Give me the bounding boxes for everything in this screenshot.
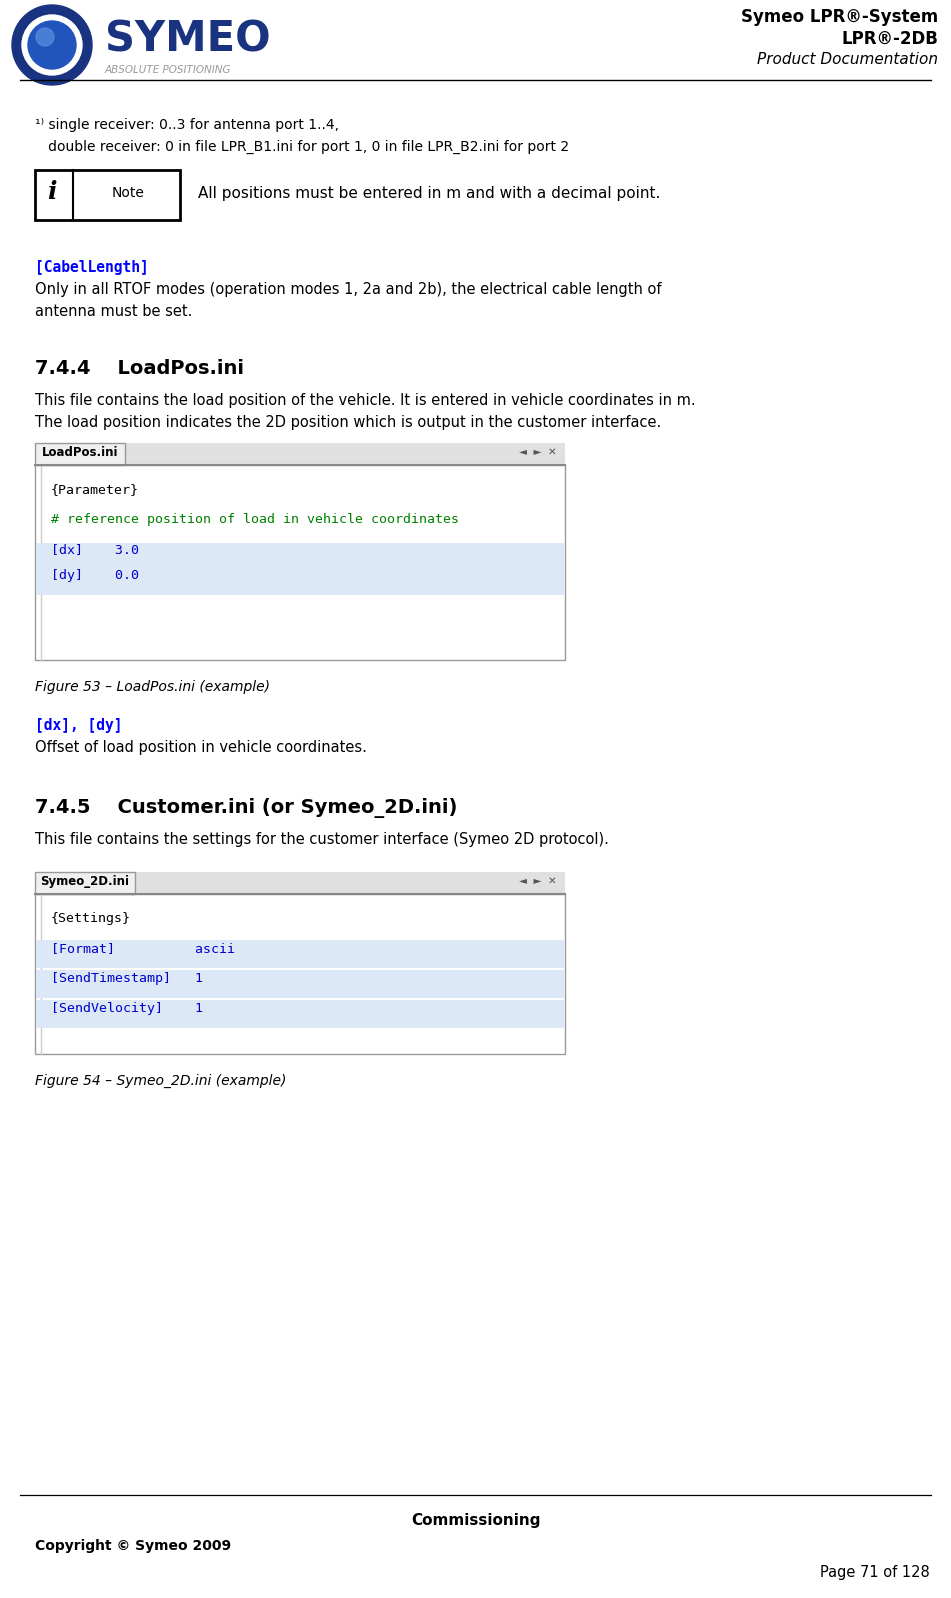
Text: All positions must be entered in m and with a decimal point.: All positions must be entered in m and w… bbox=[198, 185, 660, 201]
Text: Note: Note bbox=[111, 185, 145, 200]
Text: {Settings}: {Settings} bbox=[51, 912, 131, 925]
FancyBboxPatch shape bbox=[35, 873, 565, 893]
Text: ABSOLUTE POSITIONING: ABSOLUTE POSITIONING bbox=[105, 66, 231, 75]
FancyBboxPatch shape bbox=[35, 893, 565, 1055]
Circle shape bbox=[22, 14, 82, 75]
Text: This file contains the settings for the customer interface (Symeo 2D protocol).: This file contains the settings for the … bbox=[35, 833, 609, 847]
FancyBboxPatch shape bbox=[35, 443, 565, 465]
Text: SYMEO: SYMEO bbox=[105, 18, 271, 61]
FancyBboxPatch shape bbox=[35, 873, 135, 893]
Text: antenna must be set.: antenna must be set. bbox=[35, 304, 192, 320]
Text: [Format]          ascii: [Format] ascii bbox=[51, 941, 235, 956]
Text: [dy]    0.0: [dy] 0.0 bbox=[51, 569, 139, 582]
FancyBboxPatch shape bbox=[36, 543, 564, 594]
Text: Commissioning: Commissioning bbox=[411, 1513, 540, 1528]
Text: ◄  ►  ✕: ◄ ► ✕ bbox=[519, 447, 557, 457]
Text: Figure 54 – Symeo_2D.ini (example): Figure 54 – Symeo_2D.ini (example) bbox=[35, 1074, 286, 1088]
Text: Symeo_2D.ini: Symeo_2D.ini bbox=[41, 876, 129, 888]
Text: ¹⁾ single receiver: 0..3 for antenna port 1..4,: ¹⁾ single receiver: 0..3 for antenna por… bbox=[35, 118, 339, 133]
Text: Only in all RTOF modes (operation modes 1, 2a and 2b), the electrical cable leng: Only in all RTOF modes (operation modes … bbox=[35, 281, 662, 297]
Text: ◄  ►  ✕: ◄ ► ✕ bbox=[519, 876, 557, 885]
FancyBboxPatch shape bbox=[35, 443, 125, 465]
Text: [SendTimestamp]   1: [SendTimestamp] 1 bbox=[51, 972, 203, 984]
Text: [dx]    3.0: [dx] 3.0 bbox=[51, 543, 139, 556]
Text: Page 71 of 128: Page 71 of 128 bbox=[821, 1564, 930, 1580]
Text: [CabelLength]: [CabelLength] bbox=[35, 260, 148, 275]
Text: Symeo LPR®-System: Symeo LPR®-System bbox=[741, 8, 938, 26]
FancyBboxPatch shape bbox=[35, 465, 565, 660]
Text: LPR®-2DB: LPR®-2DB bbox=[841, 30, 938, 48]
Text: i: i bbox=[48, 181, 57, 205]
FancyBboxPatch shape bbox=[36, 940, 564, 968]
Text: This file contains the load position of the vehicle. It is entered in vehicle co: This file contains the load position of … bbox=[35, 393, 695, 407]
Text: Offset of load position in vehicle coordinates.: Offset of load position in vehicle coord… bbox=[35, 740, 367, 754]
Text: 7.4.4    LoadPos.ini: 7.4.4 LoadPos.ini bbox=[35, 360, 244, 379]
Text: Figure 53 – LoadPos.ini (example): Figure 53 – LoadPos.ini (example) bbox=[35, 681, 270, 694]
FancyBboxPatch shape bbox=[36, 1000, 564, 1028]
Text: Product Documentation: Product Documentation bbox=[757, 53, 938, 67]
Text: [dx], [dy]: [dx], [dy] bbox=[35, 718, 123, 733]
Text: LoadPos.ini: LoadPos.ini bbox=[42, 446, 118, 459]
Text: The load position indicates the 2D position which is output in the customer inte: The load position indicates the 2D posit… bbox=[35, 415, 661, 430]
Text: [SendVelocity]    1: [SendVelocity] 1 bbox=[51, 1002, 203, 1015]
Text: {Parameter}: {Parameter} bbox=[51, 483, 139, 495]
Circle shape bbox=[12, 5, 92, 85]
Text: # reference position of load in vehicle coordinates: # reference position of load in vehicle … bbox=[51, 513, 459, 526]
Text: double receiver: 0 in file LPR_B1.ini for port 1, 0 in file LPR_B2.ini for port : double receiver: 0 in file LPR_B1.ini fo… bbox=[35, 141, 569, 153]
FancyBboxPatch shape bbox=[36, 970, 564, 999]
Text: 7.4.5    Customer.ini (or Symeo_2D.ini): 7.4.5 Customer.ini (or Symeo_2D.ini) bbox=[35, 797, 457, 818]
Circle shape bbox=[36, 29, 54, 46]
Text: Copyright © Symeo 2009: Copyright © Symeo 2009 bbox=[35, 1539, 231, 1553]
FancyBboxPatch shape bbox=[35, 169, 180, 221]
Circle shape bbox=[28, 21, 76, 69]
